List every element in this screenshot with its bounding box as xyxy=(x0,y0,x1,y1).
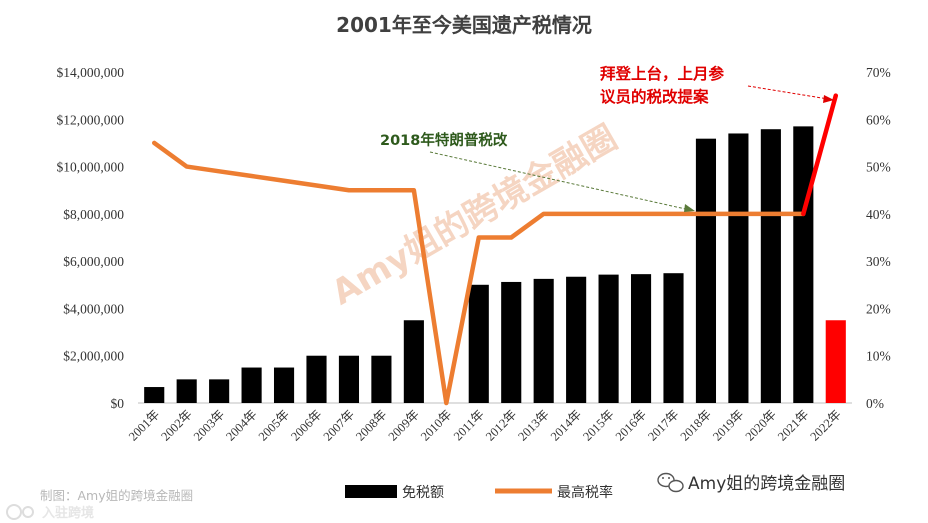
left-tick-label: $6,000,000 xyxy=(63,254,124,269)
bar xyxy=(760,129,781,404)
annotation-biden-arrowhead xyxy=(823,95,834,103)
x-tick-label: 2013年 xyxy=(515,407,551,443)
x-tick-label: 2004年 xyxy=(223,407,259,443)
left-tick-label: $8,000,000 xyxy=(63,207,124,222)
annotation-biden-line1: 拜登上台，上月参 xyxy=(600,64,725,83)
x-tick-label: 2014年 xyxy=(548,407,584,443)
bar xyxy=(209,379,230,403)
credit-text: 制图：Amy姐的跨境金融圈 xyxy=(40,488,193,503)
x-tick-label: 2009年 xyxy=(386,407,422,443)
right-tick-label: 40% xyxy=(866,207,891,222)
brand-text: Amy姐的跨境金融圈 xyxy=(688,474,845,494)
x-tick-label: 2001年 xyxy=(126,407,162,443)
bar xyxy=(566,276,587,403)
x-tick-label: 2022年 xyxy=(807,407,843,443)
left-axis: $0 $2,000,000 $4,000,000 $6,000,000 $8,000,0… xyxy=(57,65,125,411)
right-axis: 0% 10% 20% 30% 40% 50% 60% 70% xyxy=(866,65,891,411)
left-tick-label: $14,000,000 xyxy=(57,65,125,80)
line-path-max-rate xyxy=(151,140,806,406)
annotation-biden-line2: 议员的税改提案 xyxy=(600,87,709,106)
annotation-trump-arrowhead xyxy=(684,204,695,212)
line-series xyxy=(151,93,839,406)
x-tick-label: 2007年 xyxy=(321,407,357,443)
bar xyxy=(663,273,684,403)
bar xyxy=(403,320,424,403)
x-tick-label: 2010年 xyxy=(418,407,454,443)
x-tick-label: 2003年 xyxy=(191,407,227,443)
x-tick-label: 2020年 xyxy=(743,407,779,443)
corner-mark-text: 入驻跨境 xyxy=(42,505,94,521)
right-tick-label: 20% xyxy=(866,301,891,316)
bar xyxy=(501,281,522,403)
left-tick-label: $10,000,000 xyxy=(57,160,125,175)
chart-title: 2001年至今美国遗产税情况 xyxy=(336,13,592,37)
right-tick-label: 70% xyxy=(866,65,891,80)
annotation-biden-arrow xyxy=(747,85,829,100)
x-tick-label: 2012年 xyxy=(483,407,519,443)
bar xyxy=(695,138,717,403)
bar xyxy=(241,367,262,403)
left-tick-label: $2,000,000 xyxy=(63,349,124,364)
bar xyxy=(533,278,554,403)
right-tick-label: 50% xyxy=(866,160,891,175)
legend-swatch-bars xyxy=(345,485,397,498)
bar xyxy=(728,133,749,403)
annotation-trump-arrow xyxy=(429,151,691,211)
bar xyxy=(306,355,327,403)
bar xyxy=(371,355,392,403)
bar xyxy=(273,367,295,403)
annotation-trump-tax: 2018年特朗普税改 xyxy=(380,131,508,149)
x-tick-label: 2021年 xyxy=(775,407,811,443)
bar xyxy=(468,284,489,403)
bar xyxy=(793,126,814,403)
bar xyxy=(598,274,619,403)
legend-label-line: 最高税率 xyxy=(557,484,613,501)
right-tick-label: 60% xyxy=(866,112,891,127)
x-tick-label: 2019年 xyxy=(710,407,746,443)
bar xyxy=(630,274,652,403)
corner-logo-icon xyxy=(6,504,34,520)
x-tick-label: 2016年 xyxy=(613,407,649,443)
wechat-icon xyxy=(657,472,684,493)
bar-series xyxy=(144,126,846,404)
x-tick-label: 2002年 xyxy=(158,407,194,443)
line-path-2022-segment xyxy=(801,93,839,217)
right-tick-label: 0% xyxy=(866,396,884,411)
bar xyxy=(338,355,360,403)
left-tick-label: $12,000,000 xyxy=(57,112,125,127)
legend-label-bars: 免税额 xyxy=(402,485,444,501)
x-tick-label: 2018年 xyxy=(678,407,714,443)
x-tick-label: 2011年 xyxy=(451,407,487,443)
x-tick-label: 2017年 xyxy=(645,407,681,443)
left-tick-label: $0 xyxy=(111,396,125,411)
bar xyxy=(825,320,846,403)
bar xyxy=(176,379,197,403)
x-tick-label: 2006年 xyxy=(288,407,324,443)
right-tick-label: 10% xyxy=(866,349,891,364)
x-tick-label: 2015年 xyxy=(580,407,616,443)
x-axis: 2001年2002年2003年2004年2005年2006年2007年2008年… xyxy=(126,407,844,443)
x-tick-label: 2005年 xyxy=(256,407,292,443)
x-tick-label: 2008年 xyxy=(353,407,389,443)
right-tick-label: 30% xyxy=(866,254,891,269)
bar xyxy=(144,387,165,403)
left-tick-label: $4,000,000 xyxy=(63,301,124,316)
